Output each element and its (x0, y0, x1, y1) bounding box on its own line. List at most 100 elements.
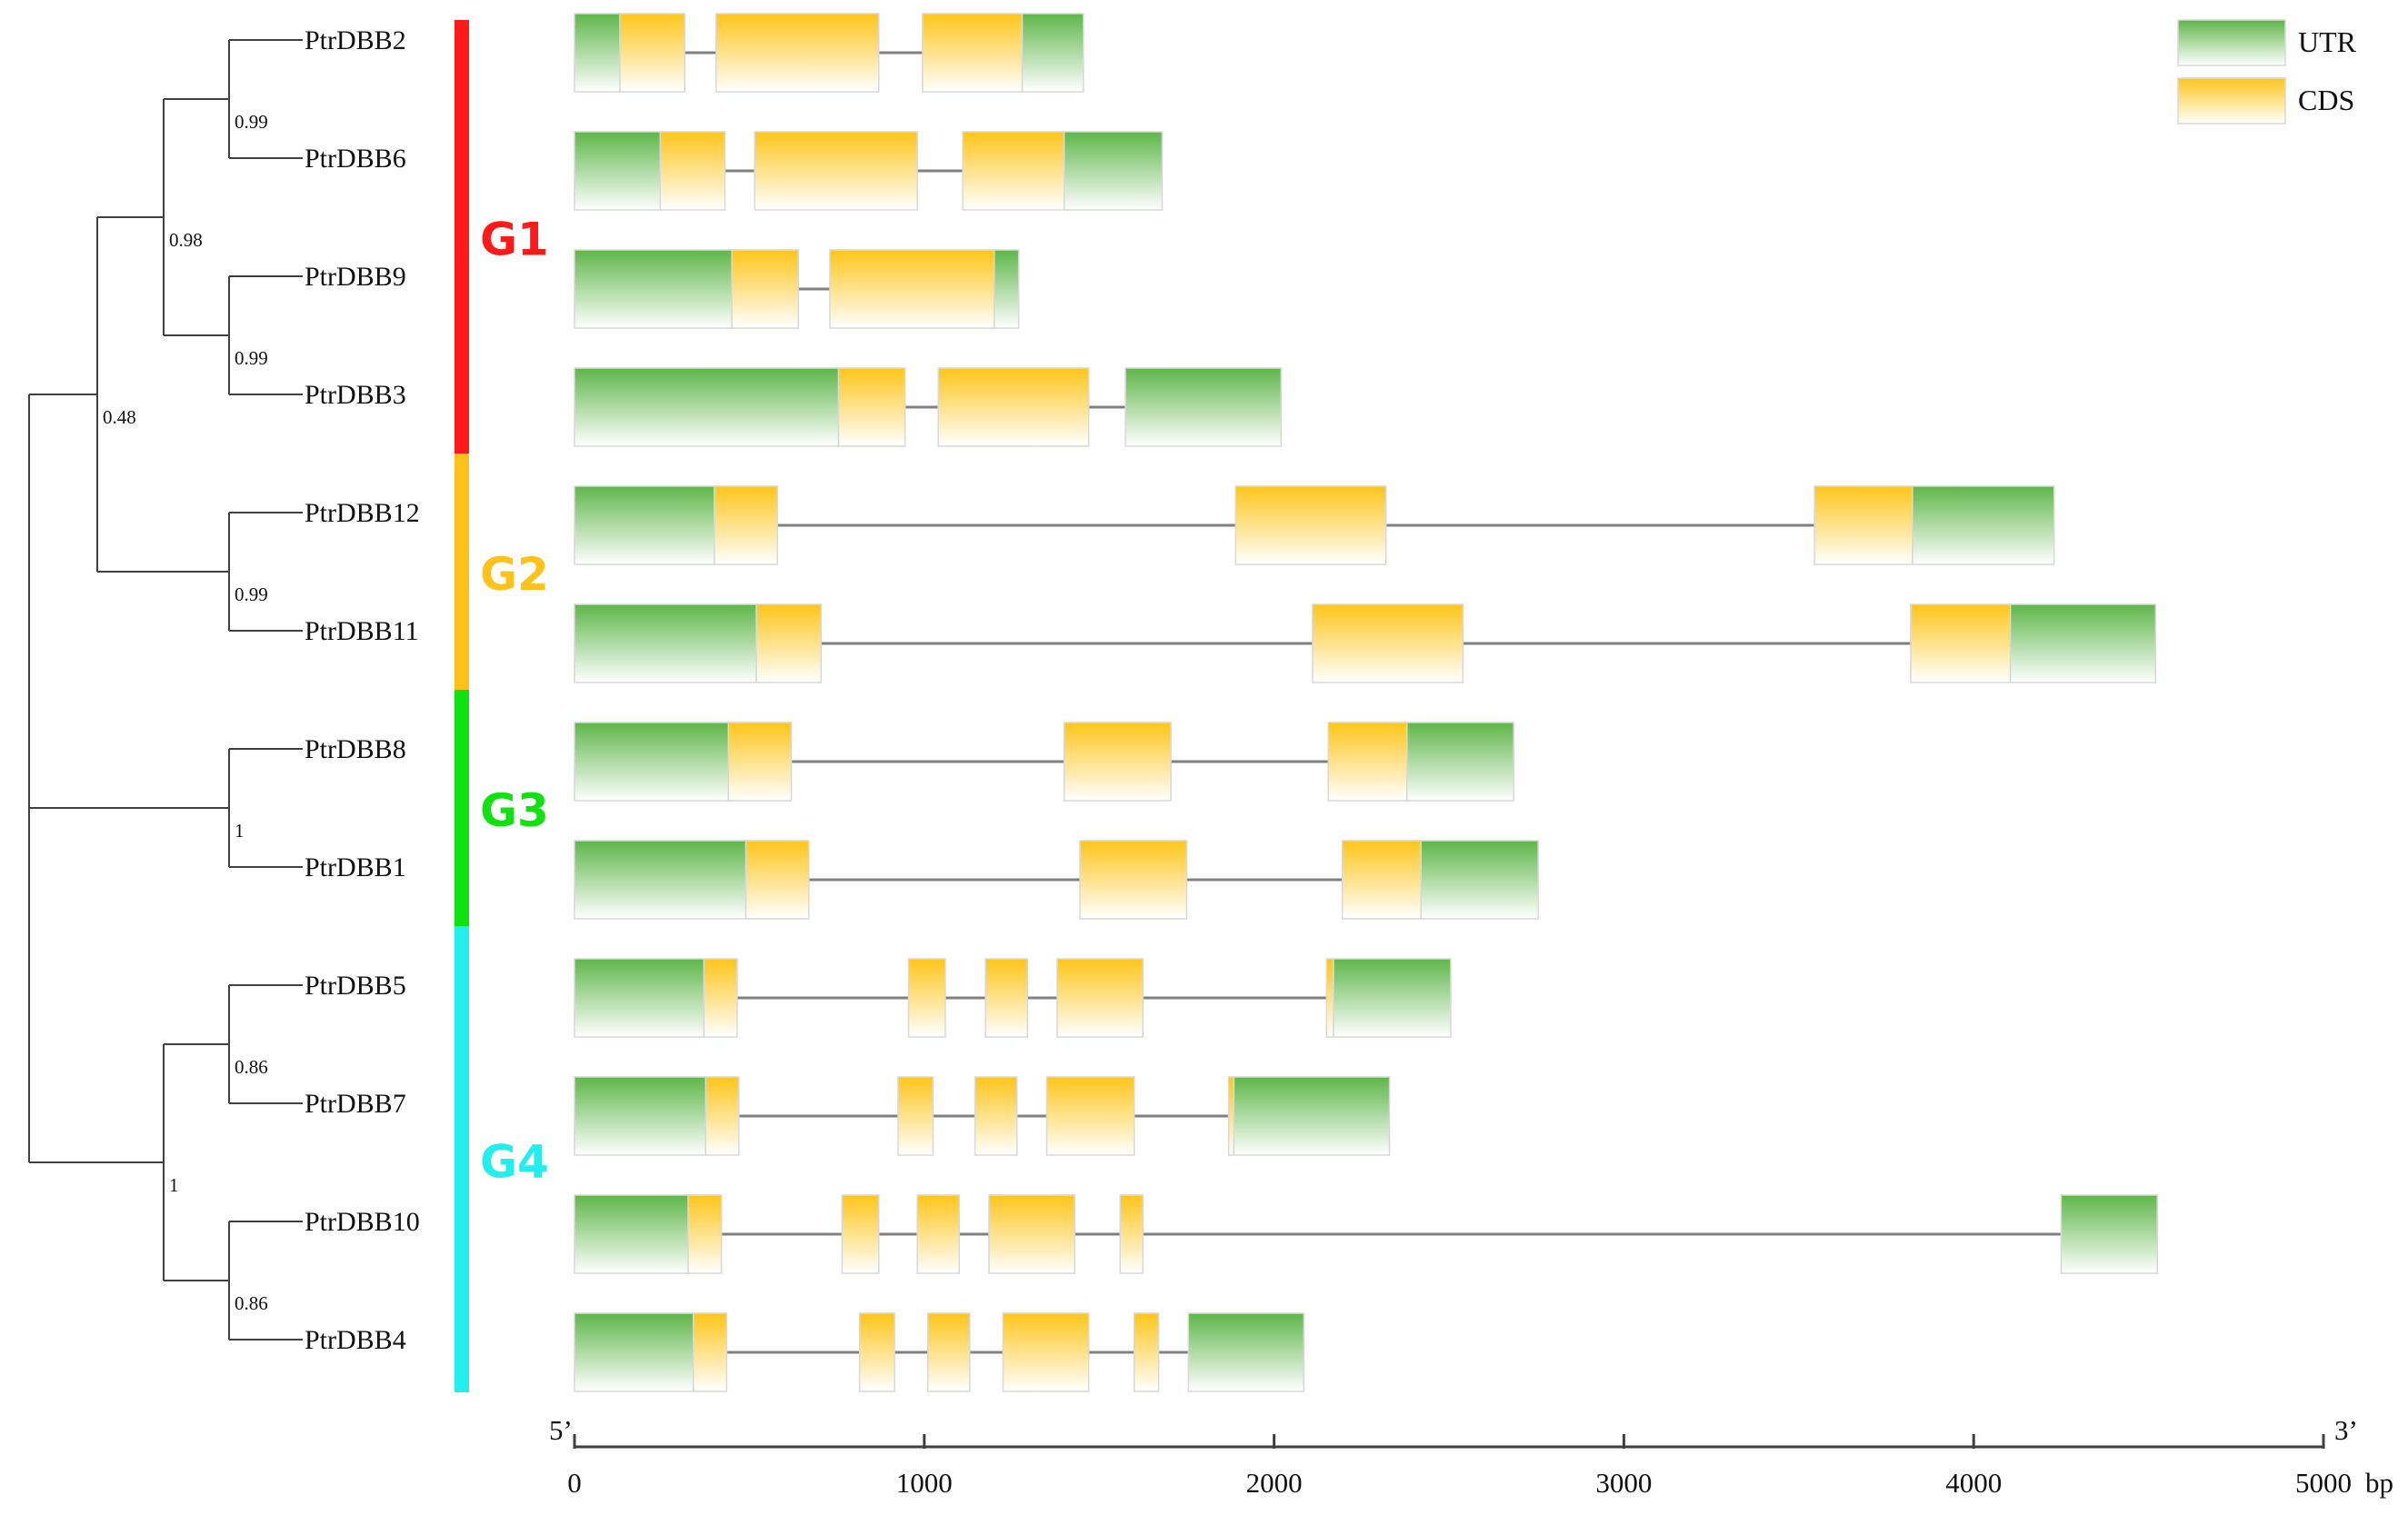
cds-block (687, 1194, 723, 1274)
cds-block (1045, 1076, 1135, 1156)
utr-block (1187, 1312, 1305, 1392)
cds-block (1813, 485, 1913, 565)
cds-block (988, 1194, 1076, 1274)
cds-block (704, 1076, 740, 1156)
axis-tick-label: 1000 (896, 1467, 953, 1499)
gene-row (574, 840, 1539, 920)
utr-legend-label: UTR (2298, 25, 2357, 58)
utr-block (574, 1194, 689, 1274)
cds-block (897, 1076, 934, 1156)
gene-row (574, 958, 1452, 1038)
axis-tick-label: 0 (567, 1467, 582, 1499)
cds-block (1234, 485, 1387, 565)
leaf-label: PtrDBB1 (305, 852, 406, 882)
utr-block (574, 131, 662, 211)
group-bar (455, 690, 469, 926)
cds-block (619, 13, 685, 93)
cds-legend-swatch (2177, 77, 2286, 125)
five-prime-label: 5’ (549, 1414, 573, 1446)
axis-unit: bp (2365, 1467, 2393, 1499)
gene-row (574, 131, 1164, 211)
cds-block (1079, 840, 1188, 920)
support-value: 0.99 (235, 583, 268, 605)
cds-block (858, 1312, 895, 1392)
cds-block (1325, 958, 1334, 1038)
gene-row (574, 1312, 1305, 1392)
cds-block (1341, 840, 1422, 920)
cds-block (727, 722, 793, 802)
leaf-label: PtrDBB7 (305, 1089, 406, 1119)
leaf-label: PtrDBB4 (305, 1325, 406, 1355)
cds-block (1910, 603, 2012, 683)
cds-block (731, 249, 800, 329)
group-bar (455, 454, 469, 690)
utr-block (1406, 722, 1514, 802)
cds-block (1002, 1312, 1090, 1392)
cds-block (715, 13, 880, 93)
leaf-label: PtrDBB2 (305, 25, 406, 55)
gene-structures (574, 13, 2158, 1392)
cds-block (1056, 958, 1144, 1038)
gene-row (574, 1194, 2158, 1274)
utr-block (574, 13, 621, 93)
utr-block (994, 249, 1020, 329)
leaf-label: PtrDBB12 (305, 498, 420, 528)
utr-block (1124, 367, 1283, 447)
utr-block (574, 485, 715, 565)
gene-row (574, 603, 2157, 683)
cds-block (744, 840, 810, 920)
utr-block (1233, 1076, 1391, 1156)
cds-block (1133, 1312, 1160, 1392)
support-value: 0.98 (169, 229, 203, 251)
phylogenetic-tree: PtrDBB2 PtrDBB6 PtrDBB9 PtrDBB3 PtrDBB12 PtrD… (28, 25, 420, 1355)
utr-block (574, 1312, 694, 1392)
cds-block (1227, 1076, 1235, 1156)
scale-axis: 0 1000 2000 3000 4000 5000 bp 5’ 3’ (549, 1414, 2393, 1499)
cds-block (829, 249, 995, 329)
support-value: 0.99 (235, 347, 268, 369)
cds-block (754, 131, 918, 211)
utr-legend-swatch (2177, 19, 2286, 66)
utr-block (1021, 13, 1084, 93)
support-value: 0.86 (235, 1056, 268, 1078)
cds-block (922, 13, 1024, 93)
utr-block (1420, 840, 1539, 920)
group-label: G3 (480, 784, 549, 837)
utr-block (574, 603, 757, 683)
cds-block (703, 958, 738, 1038)
axis-tick-label: 5000 (2295, 1467, 2352, 1499)
cds-block (659, 131, 726, 211)
leaf-label: PtrDBB10 (305, 1207, 420, 1237)
cds-block (937, 367, 1090, 447)
leaf-label: PtrDBB3 (305, 380, 406, 410)
leaf-label: PtrDBB6 (305, 144, 406, 174)
gene-row (574, 485, 2055, 565)
cds-block (714, 485, 778, 565)
group-label: G4 (480, 1136, 549, 1189)
cds-legend-label: CDS (2298, 84, 2354, 116)
support-value: 0.86 (235, 1292, 268, 1314)
gene-row (574, 367, 1283, 447)
axis-tick-label: 4000 (1945, 1467, 2002, 1499)
utr-block (574, 367, 840, 447)
utr-block (1912, 485, 2055, 565)
three-prime-label: 3’ (2334, 1414, 2358, 1446)
cds-block (984, 958, 1029, 1038)
gene-row (574, 13, 1084, 93)
cds-block (1312, 603, 1464, 683)
group-label: G2 (480, 548, 549, 601)
cds-block (837, 367, 906, 447)
utr-block (574, 1076, 707, 1156)
cds-block (916, 1194, 961, 1274)
legend: UTR CDS (2177, 19, 2357, 125)
utr-block (2060, 1194, 2158, 1274)
leaf-label: PtrDBB8 (305, 734, 406, 764)
group-bar (455, 20, 469, 454)
cds-block (907, 958, 946, 1038)
gene-row (574, 249, 1020, 329)
axis-tick-label: 3000 (1595, 1467, 1652, 1499)
cds-block (755, 603, 823, 683)
cds-block (1327, 722, 1408, 802)
gene-row (574, 1076, 1391, 1156)
